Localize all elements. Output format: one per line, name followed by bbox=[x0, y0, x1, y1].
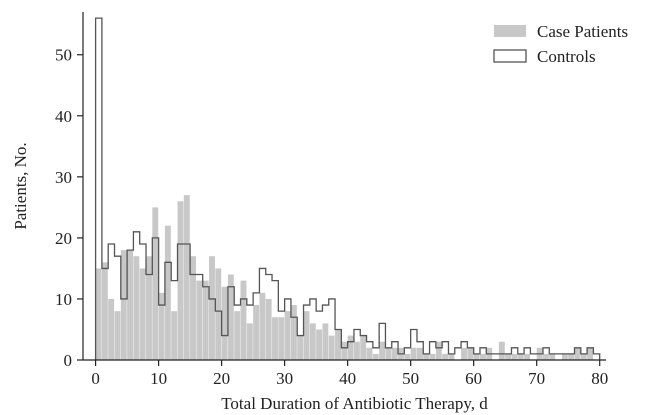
case-patients-bar bbox=[234, 311, 241, 360]
y-tick-label: 50 bbox=[55, 46, 72, 65]
case-patients-bar bbox=[114, 311, 121, 360]
case-patients-bar bbox=[253, 305, 260, 360]
case-patients-bar bbox=[183, 195, 190, 360]
case-patients-bar bbox=[435, 341, 442, 360]
y-tick-label: 20 bbox=[55, 229, 72, 248]
case-patients-bar bbox=[574, 347, 581, 360]
case-patients-bar bbox=[139, 268, 146, 360]
case-patients-bar bbox=[473, 353, 480, 360]
x-tick-label: 20 bbox=[213, 369, 230, 388]
y-tick-label: 10 bbox=[55, 290, 72, 309]
case-patients-bar bbox=[265, 298, 272, 360]
case-patients-bar bbox=[190, 256, 197, 360]
legend-swatch-controls bbox=[493, 49, 527, 63]
case-patients-bar bbox=[133, 256, 140, 360]
case-patients-bar bbox=[158, 292, 165, 360]
case-patients-bar bbox=[511, 353, 518, 360]
case-patients-bar bbox=[391, 347, 398, 360]
case-patients-bar bbox=[246, 323, 253, 360]
case-patients-bar bbox=[215, 268, 222, 360]
x-tick-label: 80 bbox=[591, 369, 608, 388]
case-patients-bar bbox=[372, 353, 379, 360]
case-patients-bar bbox=[347, 335, 354, 360]
x-tick-label: 60 bbox=[465, 369, 482, 388]
case-patients-bar bbox=[171, 311, 178, 360]
legend: Case Patients Controls bbox=[493, 22, 628, 66]
case-patients-bar bbox=[379, 341, 386, 360]
case-patients-bar bbox=[164, 225, 171, 360]
case-patients-bar bbox=[429, 353, 436, 360]
plot-area bbox=[94, 17, 601, 360]
x-axis-title: Total Duration of Antibiotic Therapy, d bbox=[221, 394, 488, 413]
case-patients-bar bbox=[410, 347, 417, 360]
case-patients-bar bbox=[284, 311, 291, 360]
case-patients-bar bbox=[442, 353, 449, 360]
y-tick-label: 30 bbox=[55, 168, 72, 187]
case-patients-bar bbox=[404, 353, 411, 360]
case-patients-bar bbox=[120, 250, 127, 360]
x-tick-label: 40 bbox=[339, 369, 356, 388]
x-tick-label: 0 bbox=[91, 369, 100, 388]
case-patients-bar bbox=[341, 341, 348, 360]
case-patients-bar bbox=[227, 274, 234, 360]
case-patients-bar bbox=[385, 347, 392, 360]
case-patients-bar bbox=[95, 268, 102, 360]
case-patients-bar bbox=[335, 329, 341, 360]
case-patients-bar bbox=[542, 353, 549, 360]
case-patients-bar bbox=[272, 317, 278, 360]
x-tick-label: 10 bbox=[150, 369, 167, 388]
y-axis-title: Patients, No. bbox=[11, 142, 30, 229]
axis-ticks: 0 10 20 30 40 50 60 70 80 0 10 20 30 40 50 bbox=[55, 46, 608, 388]
case-patients-bar bbox=[209, 256, 215, 360]
legend-swatch-case-patients bbox=[494, 25, 526, 37]
case-patients-bar bbox=[177, 201, 184, 360]
case-patients-bar bbox=[353, 341, 360, 360]
case-patients-bar bbox=[587, 347, 593, 360]
case-patients-bar bbox=[467, 347, 474, 360]
case-patients-bar bbox=[108, 298, 115, 360]
case-patients-bar bbox=[561, 353, 568, 360]
case-patients-bar bbox=[290, 305, 297, 360]
case-patients-bar bbox=[152, 207, 159, 360]
case-patients-bar bbox=[278, 317, 285, 360]
case-patients-bar bbox=[505, 353, 512, 360]
case-patients-bar bbox=[524, 353, 530, 360]
case-patients-bar bbox=[202, 280, 209, 360]
x-tick-label: 50 bbox=[402, 369, 419, 388]
case-patients-bar bbox=[240, 280, 247, 360]
case-patients-bar bbox=[423, 353, 430, 360]
case-patients-bar bbox=[416, 347, 423, 360]
case-patients-bar bbox=[303, 311, 310, 360]
case-patients-bar bbox=[101, 262, 108, 360]
case-patients-bar bbox=[297, 335, 304, 360]
case-patients-bar bbox=[316, 329, 323, 360]
y-tick-label: 40 bbox=[55, 107, 72, 126]
case-patients-bar bbox=[479, 353, 486, 360]
case-patients-bar bbox=[517, 353, 524, 360]
case-patients-bar bbox=[360, 335, 367, 360]
controls-step-outline bbox=[94, 17, 601, 360]
case-patients-bar bbox=[448, 353, 455, 360]
case-patients-bar bbox=[366, 347, 373, 360]
case-patients-bar bbox=[568, 353, 575, 360]
case-patients-bar bbox=[259, 292, 266, 360]
case-patients-bar bbox=[580, 353, 587, 360]
case-patients-bar bbox=[461, 347, 467, 360]
case-patients-bar bbox=[549, 353, 556, 360]
case-patients-bar bbox=[196, 280, 203, 360]
case-patients-bar bbox=[221, 286, 228, 360]
case-patients-bar bbox=[498, 341, 505, 360]
case-patients-bar bbox=[322, 323, 329, 360]
case-patients-bar bbox=[127, 250, 134, 360]
axes bbox=[82, 12, 606, 361]
case-patients-bar bbox=[328, 335, 335, 360]
legend-label-case-patients: Case Patients bbox=[537, 22, 628, 41]
case-patients-bar bbox=[309, 323, 316, 360]
x-tick-label: 70 bbox=[528, 369, 545, 388]
y-tick-label: 0 bbox=[64, 351, 73, 370]
case-patients-bar bbox=[146, 256, 152, 360]
legend-label-controls: Controls bbox=[537, 47, 596, 66]
x-tick-label: 30 bbox=[276, 369, 293, 388]
